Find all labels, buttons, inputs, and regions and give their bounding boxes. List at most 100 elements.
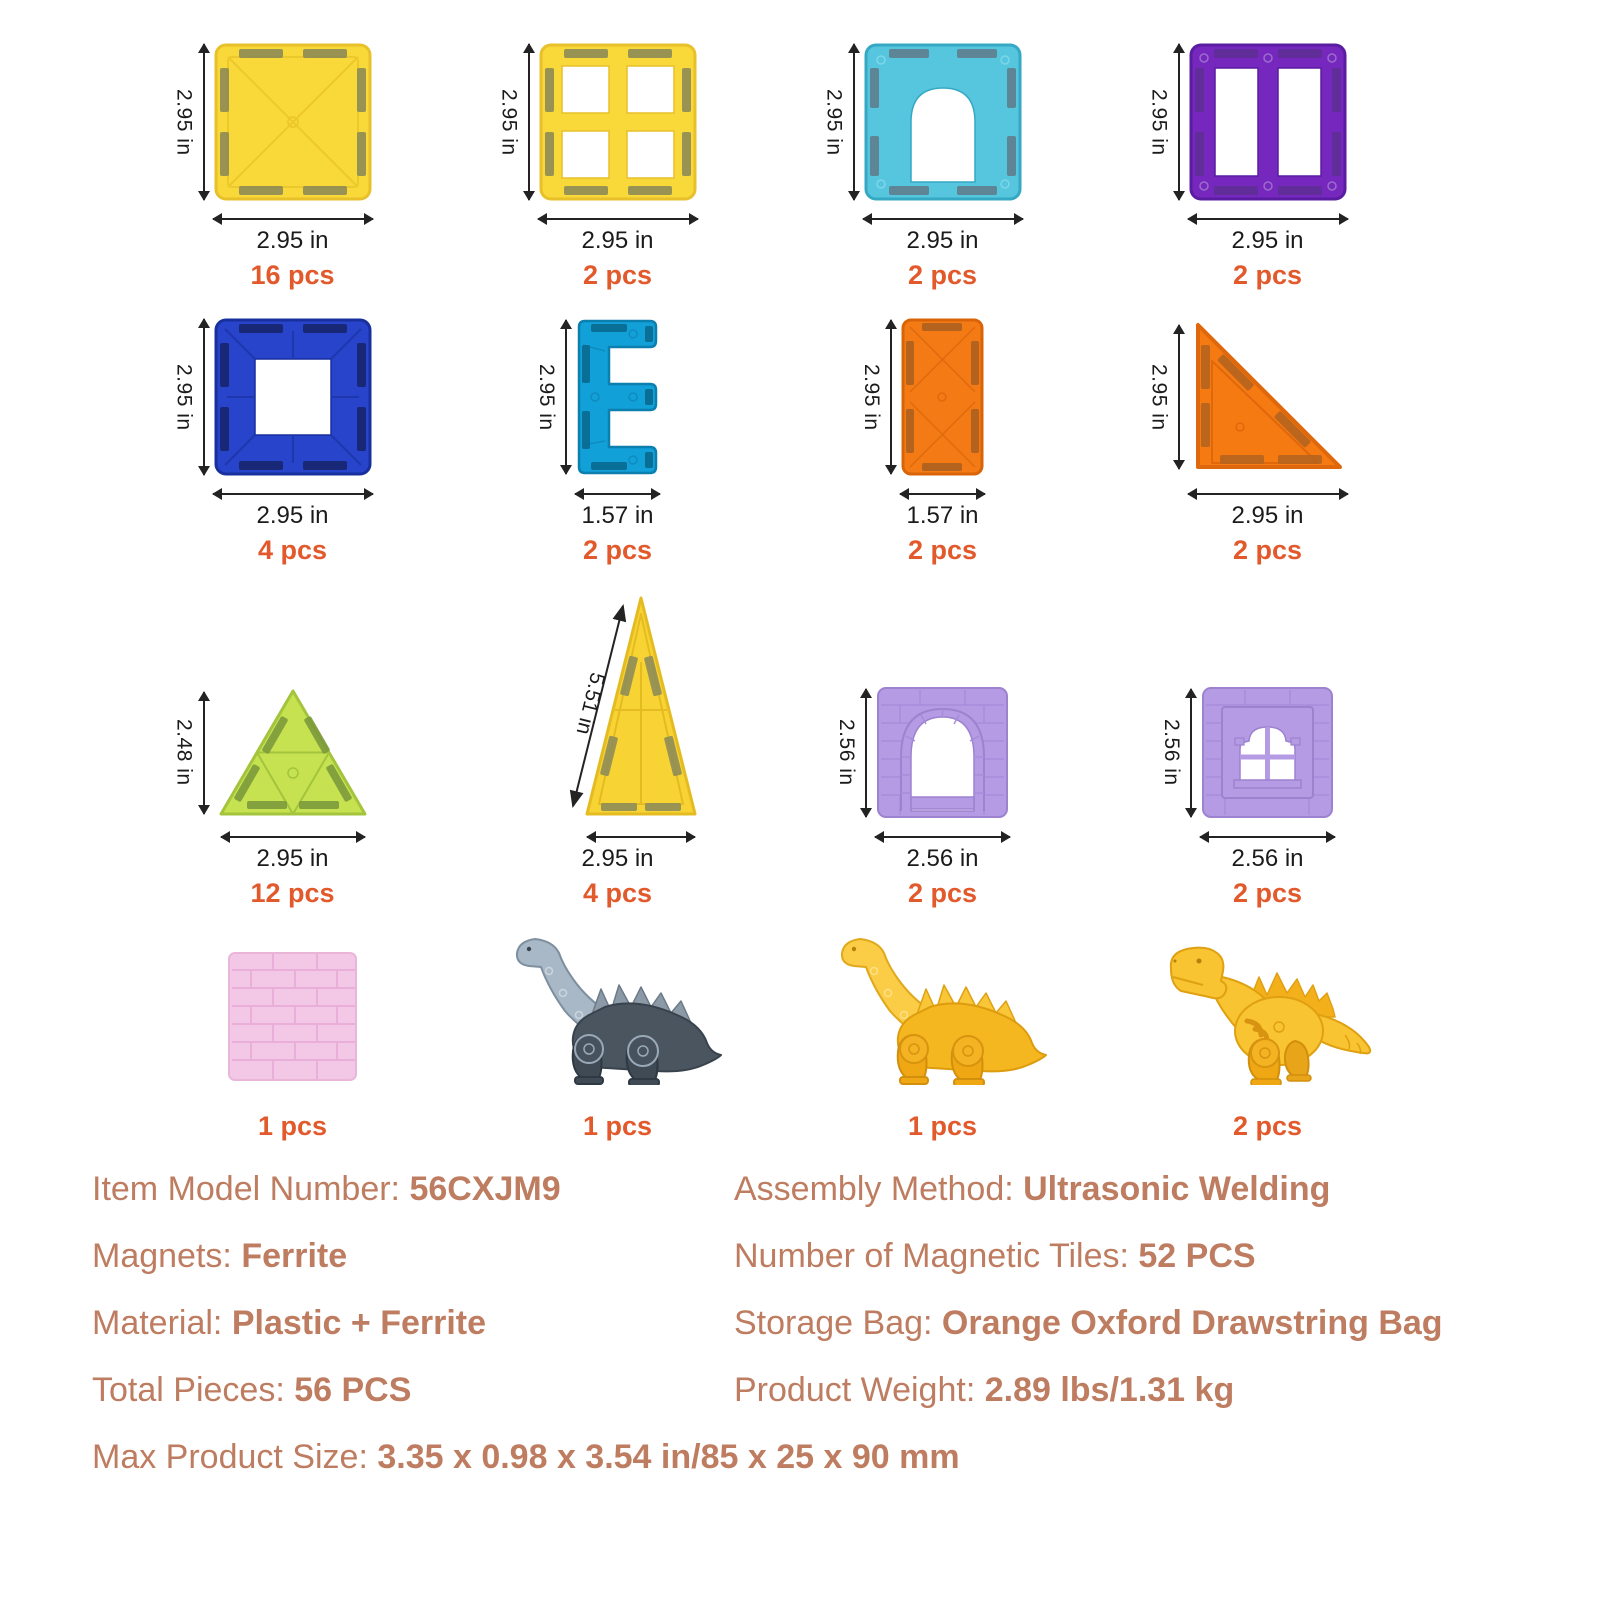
piece-count: 4 pcs bbox=[582, 878, 653, 908]
width-dimension-arrow bbox=[1199, 831, 1336, 843]
width-dimension-arrow bbox=[536, 213, 699, 225]
grid-item-right-triangle-tile: 2.95 in 2 bbox=[1105, 317, 1430, 566]
height-dimension-arrow bbox=[197, 43, 210, 201]
spec-total-pieces: Total Pieces: 56 PCS bbox=[92, 1371, 412, 1409]
spec-magnets: Magnets: Ferrite bbox=[92, 1237, 348, 1275]
arch-door-tile-graphic bbox=[877, 687, 1008, 818]
piece-count: 2 pcs bbox=[907, 878, 978, 908]
height-dimension-label: 2.95 in bbox=[1147, 363, 1171, 431]
width-dimension-arrow bbox=[585, 831, 696, 843]
piece-count: 2 pcs bbox=[1232, 1111, 1303, 1141]
width-dimension-label: 2.95 in bbox=[256, 227, 329, 254]
grid-item-window-tile: 2.95 in 2 bbox=[455, 42, 780, 291]
spec-number-of-tiles: Number of Magnetic Tiles: 52 PCS bbox=[734, 1237, 1256, 1275]
height-dimension-label: 2.95 in bbox=[1147, 88, 1171, 156]
piece-count: 2 pcs bbox=[582, 260, 653, 290]
grid-item-dinosaur-gray: 1 pcs bbox=[455, 935, 780, 1142]
height-dimension-arrow bbox=[1172, 43, 1185, 201]
height-dimension: 2.95 in bbox=[172, 43, 210, 201]
piece-count: 2 pcs bbox=[907, 535, 978, 565]
height-dimension-label: 2.56 in bbox=[835, 719, 858, 786]
grid-item-square-tile: 2.95 in 2.95 bbox=[130, 42, 455, 291]
grid-item-trex-yellow: 2 pcs bbox=[1105, 935, 1430, 1142]
height-dimension-arrow bbox=[847, 43, 860, 201]
grid-item-tall-triangle-tile: 5.51 in 2.95 in 4 pcs bbox=[455, 592, 780, 909]
height-dimension: 2.95 in bbox=[822, 43, 860, 201]
height-dimension-label: 2.48 in bbox=[172, 719, 196, 786]
height-dimension-label: 2.95 in bbox=[172, 88, 196, 156]
width-dimension-label: 2.95 in bbox=[581, 845, 654, 872]
grid-item-dinosaur-yellow: 1 pcs bbox=[780, 935, 1105, 1142]
window-tile-graphic bbox=[539, 43, 696, 201]
gray-dinosaur-graphic bbox=[515, 938, 722, 1085]
width-dimension-arrow bbox=[574, 488, 661, 500]
height-dimension-arrow bbox=[860, 687, 872, 818]
spec-row: Magnets: Ferrite Number of Magnetic Tile… bbox=[92, 1237, 1540, 1276]
height-dimension: 2.95 in bbox=[534, 319, 572, 475]
piece-count: 1 pcs bbox=[582, 1111, 653, 1141]
height-dimension-label: 2.95 in bbox=[535, 363, 558, 431]
piece-count: 12 pcs bbox=[250, 878, 335, 908]
spec-row: Max Product Size: 3.35 x 0.98 x 3.54 in/… bbox=[92, 1438, 1540, 1477]
triangle-tile-graphic bbox=[219, 689, 366, 816]
height-dimension: 2.56 in bbox=[1159, 687, 1197, 818]
grid-item-arch-tile: 2.95 in bbox=[780, 42, 1105, 291]
piece-count: 16 pcs bbox=[250, 260, 335, 290]
spec-assembly-method: Assembly Method: Ultrasonic Welding bbox=[734, 1170, 1331, 1208]
height-dimension-arrow bbox=[522, 43, 535, 201]
width-dimension-arrow bbox=[861, 213, 1024, 225]
piece-count: 4 pcs bbox=[257, 535, 328, 565]
height-dimension-arrow bbox=[560, 319, 572, 475]
right-triangle-tile-graphic bbox=[1195, 323, 1342, 469]
grid-item-arch-door-tile: 2.56 in bbox=[780, 592, 1105, 909]
spec-row: Material: Plastic + Ferrite Storage Bag:… bbox=[92, 1304, 1540, 1343]
width-dimension-label: 2.56 in bbox=[1231, 845, 1304, 872]
width-dimension-arrow bbox=[211, 213, 374, 225]
height-dimension-arrow bbox=[885, 319, 897, 475]
height-dimension: 2.95 in bbox=[859, 319, 897, 475]
window-brick-tile-graphic bbox=[1202, 687, 1333, 818]
yellow-dinosaur-graphic bbox=[840, 938, 1047, 1085]
piece-count: 2 pcs bbox=[1232, 878, 1303, 908]
width-dimension-label: 1.57 in bbox=[906, 502, 979, 529]
grid-item-frame-tile: 2.95 in bbox=[130, 317, 455, 566]
width-dimension-arrow bbox=[1186, 488, 1349, 500]
square-tile-graphic bbox=[214, 43, 371, 201]
pieces-grid: 2.95 in 2.95 bbox=[130, 42, 1430, 1142]
spec-max-product-size: Max Product Size: 3.35 x 0.98 x 3.54 in/… bbox=[92, 1438, 960, 1476]
height-dimension-arrow bbox=[197, 318, 210, 476]
grid-item-rectangle-tile: 2.95 in bbox=[780, 317, 1105, 566]
spec-material: Material: Plastic + Ferrite bbox=[92, 1304, 487, 1342]
width-dimension-label: 1.57 in bbox=[581, 502, 654, 529]
grid-item-triangle-tile: 2.48 in 2 bbox=[130, 592, 455, 909]
piece-count: 1 pcs bbox=[907, 1111, 978, 1141]
piece-count: 2 pcs bbox=[907, 260, 978, 290]
slant-dimension-label: 5.51 in bbox=[571, 670, 609, 737]
piece-count: 2 pcs bbox=[582, 535, 653, 565]
spec-item-model-number: Item Model Number: 56CXJM9 bbox=[92, 1170, 561, 1208]
width-dimension-arrow bbox=[1186, 213, 1349, 225]
piece-count: 2 pcs bbox=[1232, 260, 1303, 290]
trex-graphic bbox=[1169, 946, 1372, 1085]
spec-row: Item Model Number: 56CXJM9 Assembly Meth… bbox=[92, 1170, 1540, 1209]
brick-tile-graphic bbox=[228, 952, 357, 1081]
tall-triangle-tile-graphic: 5.51 in bbox=[569, 596, 696, 816]
spec-product-weight: Product Weight: 2.89 lbs/1.31 kg bbox=[734, 1371, 1235, 1409]
height-dimension: 2.56 in bbox=[834, 687, 872, 818]
height-dimension-label: 2.56 in bbox=[1160, 719, 1183, 786]
width-dimension-arrow bbox=[899, 488, 986, 500]
piece-count: 1 pcs bbox=[257, 1111, 328, 1141]
grid-item-brick-tile: 1 pcs bbox=[130, 935, 455, 1142]
frame-tile-graphic bbox=[214, 318, 371, 476]
width-dimension-label: 2.56 in bbox=[906, 845, 979, 872]
height-dimension: 2.95 in bbox=[1147, 43, 1185, 201]
height-dimension-label: 2.95 in bbox=[860, 363, 883, 431]
width-dimension-label: 2.95 in bbox=[256, 845, 329, 872]
width-dimension-label: 2.95 in bbox=[581, 227, 654, 254]
height-dimension: 2.48 in bbox=[172, 690, 210, 815]
height-dimension: 2.95 in bbox=[1147, 324, 1185, 470]
piece-count: 2 pcs bbox=[1232, 535, 1303, 565]
arch-tile-graphic bbox=[864, 43, 1021, 201]
width-dimension-label: 2.95 in bbox=[906, 227, 979, 254]
